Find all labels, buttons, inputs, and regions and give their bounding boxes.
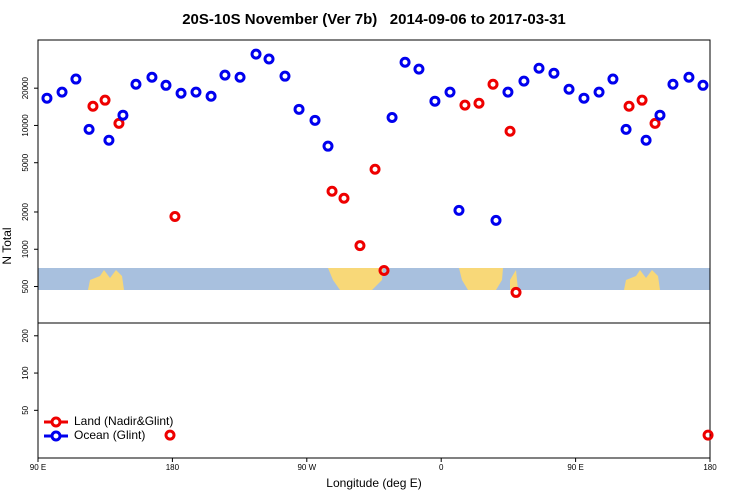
point	[87, 100, 99, 112]
point	[548, 67, 560, 79]
legend-marker	[50, 416, 62, 428]
point	[683, 71, 695, 83]
point	[169, 210, 181, 222]
point	[444, 86, 456, 98]
point	[620, 123, 632, 135]
point	[83, 123, 95, 135]
point	[354, 240, 366, 252]
point	[263, 53, 275, 65]
point	[378, 265, 390, 277]
point	[623, 100, 635, 112]
plot-frame	[37, 39, 711, 459]
x-axis-label: Longitude (deg E)	[326, 476, 421, 490]
point	[205, 90, 217, 102]
point	[510, 286, 522, 298]
point	[636, 94, 648, 106]
legend-label: Ocean (Glint)	[74, 428, 145, 442]
point	[41, 92, 53, 104]
point	[369, 163, 381, 175]
y-tick-label: 50	[21, 405, 30, 414]
x-tick-label: 180	[703, 463, 717, 472]
point	[459, 99, 471, 111]
y-tick-label: 100	[21, 366, 30, 380]
y-tick-label: 20000	[21, 77, 30, 100]
map-strip	[38, 268, 710, 290]
point	[533, 62, 545, 74]
point	[293, 103, 305, 115]
point	[386, 111, 398, 123]
point	[667, 78, 679, 90]
point	[593, 86, 605, 98]
y-tick-label: 1000	[21, 240, 30, 258]
point	[103, 134, 115, 146]
point	[160, 79, 172, 91]
point	[702, 429, 714, 441]
x-tick-label: 180	[166, 463, 180, 472]
point	[250, 48, 262, 60]
point	[234, 71, 246, 83]
y-tick-label: 500	[21, 279, 30, 293]
point	[490, 214, 502, 226]
legend-label: Land (Nadir&Glint)	[74, 414, 173, 428]
point	[99, 94, 111, 106]
y-tick-label: 10000	[21, 114, 30, 137]
point	[70, 73, 82, 85]
point	[309, 114, 321, 126]
point	[518, 75, 530, 87]
point	[279, 70, 291, 82]
y-tick-label: 2000	[21, 203, 30, 221]
point	[164, 429, 176, 441]
y-axis-label: N Total	[0, 227, 14, 264]
point	[326, 185, 338, 197]
x-tick-label: 90 E	[567, 463, 583, 472]
point	[413, 63, 425, 75]
point	[146, 71, 158, 83]
point	[640, 134, 652, 146]
point	[399, 56, 411, 68]
point	[654, 109, 666, 121]
point	[117, 109, 129, 121]
point	[219, 69, 231, 81]
point	[453, 204, 465, 216]
point	[113, 117, 125, 129]
point	[697, 79, 709, 91]
point	[504, 125, 516, 137]
point	[429, 95, 441, 107]
point	[649, 117, 661, 129]
point	[322, 140, 334, 152]
point	[473, 97, 485, 109]
point	[502, 86, 514, 98]
chart-title: 20S-10S November (Ver 7b) 2014-09-06 to …	[182, 11, 566, 28]
point	[578, 92, 590, 104]
point	[607, 73, 619, 85]
point	[130, 78, 142, 90]
legend-marker	[50, 430, 62, 442]
x-tick-label: 90 E	[30, 463, 46, 472]
y-tick-label: 5000	[21, 153, 30, 171]
x-tick-label: 90 W	[297, 463, 316, 472]
point	[190, 86, 202, 98]
point	[563, 83, 575, 95]
point	[175, 87, 187, 99]
point	[56, 86, 68, 98]
x-tick-label: 0	[439, 463, 444, 472]
y-tick-label: 200	[21, 329, 30, 343]
point	[487, 78, 499, 90]
point	[338, 192, 350, 204]
